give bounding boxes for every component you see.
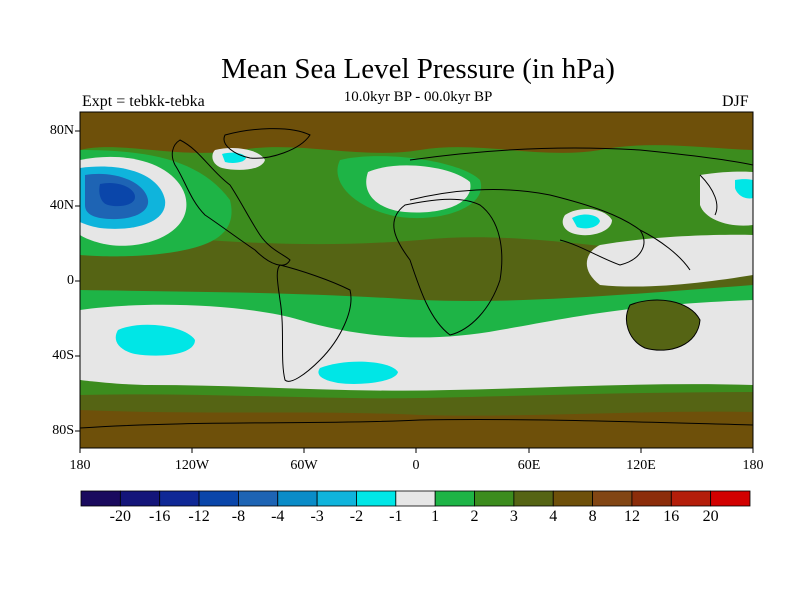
colorbar-swatch xyxy=(316,490,357,507)
colorbar-label: 1 xyxy=(431,508,440,525)
field-australia xyxy=(626,300,700,351)
lon-label: 60W xyxy=(290,458,318,473)
map-title: Mean Sea Level Pressure (in hPa) xyxy=(221,53,615,85)
colorbar-swatch xyxy=(277,490,318,507)
colorbar-label: -16 xyxy=(149,508,171,525)
colorbar-label: 4 xyxy=(549,508,558,525)
experiment-label: Expt = tebkk-tebka xyxy=(82,93,205,110)
colorbar-label: -3 xyxy=(310,508,324,525)
field-tibet-core xyxy=(572,214,600,229)
colorbar-swatch xyxy=(670,490,712,507)
lat-ticks xyxy=(75,130,80,432)
lon-label: 120E xyxy=(626,458,656,473)
field-south-low xyxy=(80,300,753,391)
map-field xyxy=(80,112,753,448)
lat-label: 80S xyxy=(52,423,74,438)
colorbar-swatch xyxy=(80,490,121,507)
colorbar-label: -20 xyxy=(109,508,131,525)
map-subtitle: 10.0kyr BP - 00.0kyr BP xyxy=(343,89,493,105)
colorbar-swatch xyxy=(631,490,672,507)
colorbar-label: 3 xyxy=(509,508,518,525)
colorbar-swatch xyxy=(513,490,554,507)
field-wpac-core xyxy=(735,179,753,199)
colorbar-label: -2 xyxy=(349,508,364,525)
colorbar-label: 2 xyxy=(470,508,479,525)
field-spac-core xyxy=(115,324,195,356)
lon-label: 60E xyxy=(517,458,541,473)
field-arctic-high xyxy=(80,112,753,153)
lon-label: 180 xyxy=(742,458,764,473)
lat-label: 0 xyxy=(67,273,74,288)
lat-label: 40N xyxy=(49,198,74,213)
lon-ticks xyxy=(79,448,754,453)
colorbar-swatch xyxy=(238,490,279,507)
field-npac-low-8 xyxy=(99,182,135,207)
colorbar-swatch xyxy=(395,490,436,507)
lon-label: 0 xyxy=(412,458,420,473)
colorbar-swatch xyxy=(474,490,515,507)
colorbar-swatch xyxy=(710,490,751,507)
colorbar-label: -1 xyxy=(389,508,403,525)
colorbar xyxy=(80,490,751,507)
lon-label: 120W xyxy=(174,458,210,473)
coastlines xyxy=(80,128,753,429)
colorbar-swatch xyxy=(552,490,593,507)
colorbar-label: -4 xyxy=(271,508,285,525)
colorbar-swatch xyxy=(198,490,239,507)
colorbar-label: 8 xyxy=(588,508,597,525)
colorbar-label: 16 xyxy=(663,508,680,525)
colorbar-label: 12 xyxy=(623,508,640,525)
colorbar-swatch xyxy=(434,490,475,507)
lon-label: 180 xyxy=(69,458,91,473)
field-satl-core xyxy=(318,361,398,384)
colorbar-swatch xyxy=(159,490,200,507)
colorbar-swatch xyxy=(356,490,397,507)
field-natl-low xyxy=(366,165,471,213)
field-antarctic-high xyxy=(80,410,753,448)
season-label: DJF xyxy=(722,93,749,110)
colorbar-label: -12 xyxy=(188,508,210,525)
field-ntrop-low xyxy=(586,234,753,287)
colorbar-swatch xyxy=(119,490,161,507)
colorbar-swatch xyxy=(592,490,633,507)
colorbar-label: -8 xyxy=(231,508,246,525)
colorbar-label: 20 xyxy=(702,508,719,525)
lat-label: 40S xyxy=(52,348,74,363)
lat-label: 80N xyxy=(49,123,74,138)
